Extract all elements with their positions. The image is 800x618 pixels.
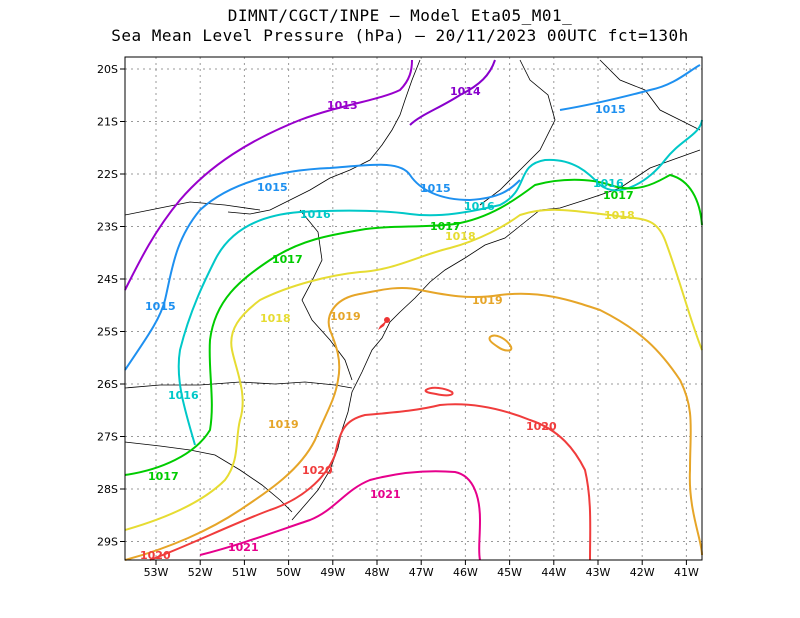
label-1019-coast: 1019 <box>330 310 361 323</box>
label-1014: 1014 <box>450 85 481 98</box>
label-1017-center: 1017 <box>430 220 461 233</box>
isobar-1016 <box>177 119 703 446</box>
y-tick-label: 23S <box>97 221 118 234</box>
marker-tail <box>378 320 387 330</box>
x-tick-label: 46W <box>453 566 478 579</box>
label-1013: 1013 <box>327 99 358 112</box>
isobar-1015-east <box>559 64 701 111</box>
state-border-2 <box>299 209 353 381</box>
isobar-1018 <box>124 208 703 531</box>
x-tick-label: 49W <box>320 566 345 579</box>
isobars <box>124 59 703 561</box>
y-tick-label: 29S <box>97 536 118 549</box>
label-1019-south: 1019 <box>268 418 299 431</box>
x-axis: 53W 52W 51W 50W 49W 48W 47W 46W 45W 44W 43W 42W 41W <box>144 560 699 579</box>
x-tick-label: 53W <box>144 566 169 579</box>
x-tick-label: 42W <box>630 566 655 579</box>
label-1017-east: 1017 <box>603 189 634 202</box>
isobar-1020 <box>149 403 592 561</box>
y-tick-label: 20S <box>97 63 118 76</box>
x-tick-label: 47W <box>409 566 434 579</box>
y-tick-label: 24S <box>97 273 118 286</box>
x-tick-label: 41W <box>674 566 699 579</box>
y-tick-label: 27S <box>97 431 118 444</box>
label-1016-west: 1016 <box>168 389 199 402</box>
isobar-1014 <box>409 59 496 126</box>
label-1020-east: 1020 <box>526 420 557 433</box>
state-border-6 <box>599 59 701 131</box>
plot-frame <box>124 56 703 561</box>
y-tick-label: 28S <box>97 483 118 496</box>
label-1017-south: 1017 <box>148 470 179 483</box>
isobar-1021 <box>199 470 482 561</box>
chart-title-line2: Sea Mean Level Pressure (hPa) – 20/11/20… <box>111 26 689 45</box>
x-tick-label: 45W <box>497 566 522 579</box>
label-1020-west: 1020 <box>140 549 171 562</box>
label-1018-east: 1018 <box>604 209 635 222</box>
label-1015-mid: 1015 <box>257 181 288 194</box>
label-1019-ocean: 1019 <box>472 294 503 307</box>
isobar-1019 <box>124 286 703 561</box>
x-tick-label: 52W <box>188 566 213 579</box>
state-border-4 <box>124 441 293 513</box>
y-tick-label: 22S <box>97 168 118 181</box>
x-tick-label: 43W <box>586 566 611 579</box>
isobar-1020-cell <box>424 386 454 397</box>
y-tick-label: 25S <box>97 326 118 339</box>
label-1016-coast: 1016 <box>464 200 495 213</box>
chart-title-line1: DIMNT/CGCT/INPE – Model Eta05_M01_ <box>227 6 573 25</box>
label-1016-east: 1016 <box>593 177 624 190</box>
x-tick-label: 48W <box>365 566 390 579</box>
isobar-1019-cell <box>488 334 513 352</box>
label-1015-center: 1015 <box>420 182 451 195</box>
river-1 <box>124 201 261 216</box>
label-1016-north: 1016 <box>300 208 331 221</box>
label-1015-west: 1015 <box>145 300 176 313</box>
label-1018-center: 1018 <box>445 230 476 243</box>
label-1021-west: 1021 <box>228 541 259 554</box>
label-1017-north: 1017 <box>272 253 303 266</box>
x-tick-label: 50W <box>276 566 301 579</box>
label-1021-mid: 1021 <box>370 488 401 501</box>
y-tick-label: 21S <box>97 116 118 129</box>
x-tick-label: 44W <box>541 566 566 579</box>
isobar-1013 <box>124 59 413 291</box>
y-axis: 20S 21S 22S 23S 24S 25S 26S 27S 28S 29S <box>97 63 125 549</box>
isobar-1015-west <box>124 163 521 371</box>
label-1015-east: 1015 <box>595 103 626 116</box>
state-border-3 <box>124 381 353 389</box>
isobar-1017 <box>124 173 703 476</box>
contour-labels: 1013 1014 1015 1015 1015 1015 1016 1016 … <box>140 85 635 562</box>
y-tick-label: 26S <box>97 378 118 391</box>
label-1018-west: 1018 <box>260 312 291 325</box>
label-1020-mid: 1020 <box>302 464 333 477</box>
grid-lines <box>125 57 702 560</box>
state-border-5 <box>479 59 556 206</box>
x-tick-label: 51W <box>232 566 257 579</box>
coastline-and-borders <box>124 59 701 521</box>
